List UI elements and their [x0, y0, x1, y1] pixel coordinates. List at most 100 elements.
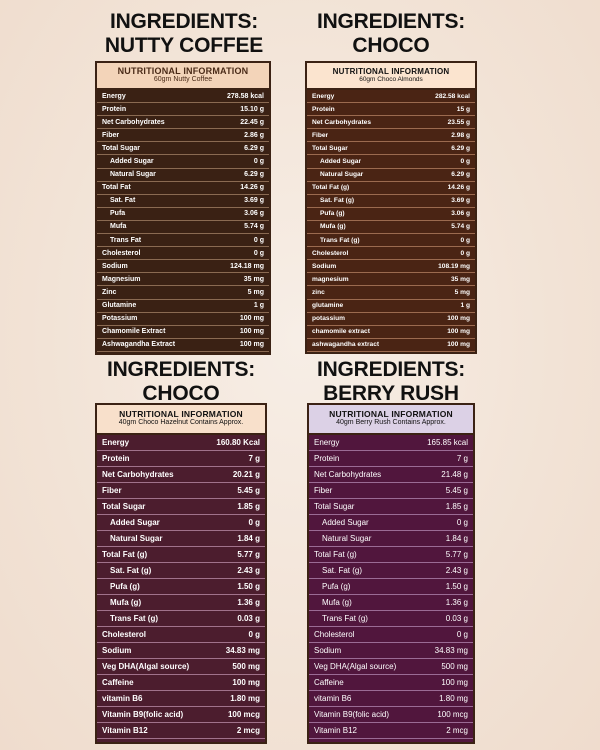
nutrition-row: Sodium 108.19 mg	[307, 260, 475, 274]
nutrition-row: chamomile extract 100 mg	[307, 326, 475, 339]
nutrient-value: 100 mg	[447, 315, 470, 323]
nutrition-row: Caffeine 100 mg	[309, 675, 473, 691]
title-line-2: NUTTY COFFEE	[104, 34, 264, 57]
nutrition-card: NUTRITIONAL INFORMATION 60gm Nutty Coffe…	[95, 61, 271, 355]
nutrition-row: Sodium 34.83 mg	[309, 643, 473, 659]
nutrient-value: 1.85 g	[237, 502, 260, 511]
title-line-1: INGREDIENTS:	[106, 358, 256, 381]
nutrient-label: Net Carbohydrates	[102, 118, 165, 126]
nutrition-row: Natural Sugar 6.29 g	[307, 169, 475, 182]
nutrition-row: Protein 7 g	[97, 451, 265, 467]
nutrient-label: Sodium	[314, 646, 342, 655]
nutrient-label: Protein	[314, 454, 340, 463]
nutrient-value: 34.83 mg	[434, 646, 468, 655]
nutrition-row: Fiber 5.45 g	[97, 483, 265, 499]
nutrition-row: Glutamine 1 g	[97, 300, 269, 313]
nutrition-row: Mufa (g) 5.74 g	[307, 221, 475, 235]
nutrient-value: 100 mg	[239, 341, 264, 349]
nutrient-value: 3.69 g	[451, 197, 470, 205]
nutrition-card-header: NUTRITIONAL INFORMATION 40gm Choco Hazel…	[97, 405, 265, 435]
nutrient-label: ashwagandha extract	[312, 341, 380, 349]
nutrient-label: Fiber	[102, 486, 122, 495]
nutrient-value: 15.10 g	[240, 105, 264, 113]
nutrient-label: glutamine	[312, 302, 344, 310]
nutrient-label: Total Sugar	[314, 502, 355, 511]
nutrient-value: 0 g	[248, 630, 260, 639]
nutrient-value: 0 g	[253, 158, 264, 166]
nutrition-row: Protein 7 g	[309, 451, 473, 467]
nutrient-value: 160.80 Kcal	[216, 438, 260, 447]
nutrition-row: Energy 282.58 kcal	[307, 90, 475, 104]
nutrition-row: Cholesterol 0 g	[307, 247, 475, 261]
nutrient-label: Natural Sugar	[110, 534, 163, 543]
nutrition-row: Vitamin B9(folic acid) 100 mcg	[309, 707, 473, 723]
nutrient-label: Net Carbohydrates	[312, 118, 371, 126]
panel-title: INGREDIENTS: BERRY RUSH	[307, 358, 475, 406]
panel-choco-hazelnut: INGREDIENTS: CHOCO HAZELNUT NUTRITIONAL …	[95, 358, 267, 748]
nutrition-row: Net Carbohydrates 22.45 g	[97, 116, 269, 130]
nutrient-value: 5.77 g	[445, 550, 468, 559]
nutrition-card-header: NUTRITIONAL INFORMATION 60gm Nutty Coffe…	[97, 63, 269, 90]
nutrition-row: Natural Sugar 1.84 g	[97, 531, 265, 547]
nutrition-row: Total Fat (g) 5.77 g	[97, 547, 265, 563]
nutrition-row: Pufa 3.06 g	[97, 208, 269, 221]
nutrition-row: Total Fat 14.26 g	[97, 182, 269, 195]
nutrient-value: 100 mg	[447, 328, 470, 336]
title-line-1: INGREDIENTS:	[109, 10, 259, 33]
nutrient-label: Energy	[312, 92, 335, 100]
nutrient-label: vitamin B6	[102, 694, 143, 703]
nutrition-row: Total Sugar 6.29 g	[97, 142, 269, 156]
panel-choco-almond: INGREDIENTS: CHOCO ALMOND NUTRITIONAL IN…	[305, 10, 477, 355]
nutrition-row: Net Carbohydrates 20.21 g	[97, 467, 265, 483]
nutrition-card-header: NUTRITIONAL INFORMATION 60gm Choco Almon…	[307, 63, 475, 90]
nutrition-row: Cholesterol 0 g	[97, 247, 269, 261]
nutrition-row: Energy 160.80 Kcal	[97, 435, 265, 451]
nutrition-row: Cholesterol 0 g	[309, 627, 473, 643]
nutrient-value: 500 mg	[232, 662, 260, 671]
nutrition-row: Total Fat (g) 14.26 g	[307, 182, 475, 195]
nutrition-header-title: NUTRITIONAL INFORMATION	[329, 409, 453, 419]
nutrient-value: 6.29 g	[451, 144, 470, 152]
nutrition-row: Caffeine 100 mg	[97, 675, 265, 691]
nutrient-value: 21.48 g	[441, 470, 468, 479]
nutrient-label: Trans Fat (g)	[320, 236, 360, 244]
nutrient-label: Vitamin B9(folic acid)	[102, 710, 184, 719]
nutrient-value: 2.98 g	[451, 131, 470, 139]
nutrient-value: 15 g	[456, 105, 470, 113]
nutrient-value: 5.77 g	[237, 550, 260, 559]
nutrient-value: 0 g	[460, 236, 470, 244]
nutrient-value: 100 mg	[447, 341, 470, 349]
nutrient-label: Natural Sugar	[322, 534, 372, 543]
nutrient-label: Natural Sugar	[320, 171, 364, 179]
nutrient-label: Zinc	[102, 288, 117, 296]
nutrient-label: Veg DHA(Algal source)	[314, 662, 397, 671]
nutrition-header-title: NUTRITIONAL INFORMATION	[119, 409, 243, 419]
nutrient-value: 0.03 g	[445, 614, 468, 623]
nutrition-row: glutamine 1 g	[307, 300, 475, 313]
nutrition-row: Pufa (g) 1.50 g	[309, 579, 473, 595]
nutrient-value: 0 g	[460, 158, 470, 166]
nutrient-value: 1.80 mg	[230, 694, 260, 703]
nutrient-value: 5.74 g	[451, 223, 470, 231]
nutrient-value: 0 g	[456, 518, 468, 527]
nutrient-label: Total Sugar	[102, 502, 146, 511]
nutrient-value: 2 mcg	[236, 726, 260, 735]
nutrient-value: 100 mg	[239, 328, 264, 336]
nutrient-label: Mufa (g)	[320, 223, 346, 231]
title-line-2: BERRY RUSH	[323, 382, 459, 405]
nutrient-label: Energy	[314, 438, 340, 447]
nutrition-row: Protein 15 g	[307, 103, 475, 117]
nutrition-row: Total Sugar 1.85 g	[309, 499, 473, 515]
nutrition-rows: Energy 282.58 kcal Protein 15 g Net Carbohyd…	[307, 90, 475, 352]
nutrient-value: 2 mcg	[446, 726, 468, 735]
nutrition-row: Pufa (g) 3.06 g	[307, 208, 475, 221]
nutrient-value: 35 mg	[243, 275, 264, 283]
nutrition-rows: Energy 278.58 kcal Protein 15.10 g Net Carbo…	[97, 90, 269, 352]
nutrient-label: Pufa (g)	[320, 210, 345, 218]
nutrient-value: 1 g	[460, 302, 470, 310]
nutrient-label: chamomile extract	[312, 328, 370, 336]
nutrition-row: Total Fat (g) 5.77 g	[309, 547, 473, 563]
nutrition-row: Veg DHA(Algal source) 500 mg	[97, 659, 265, 675]
nutrient-label: Veg DHA(Algal source)	[102, 662, 190, 671]
nutrient-value: 1.84 g	[445, 534, 468, 543]
